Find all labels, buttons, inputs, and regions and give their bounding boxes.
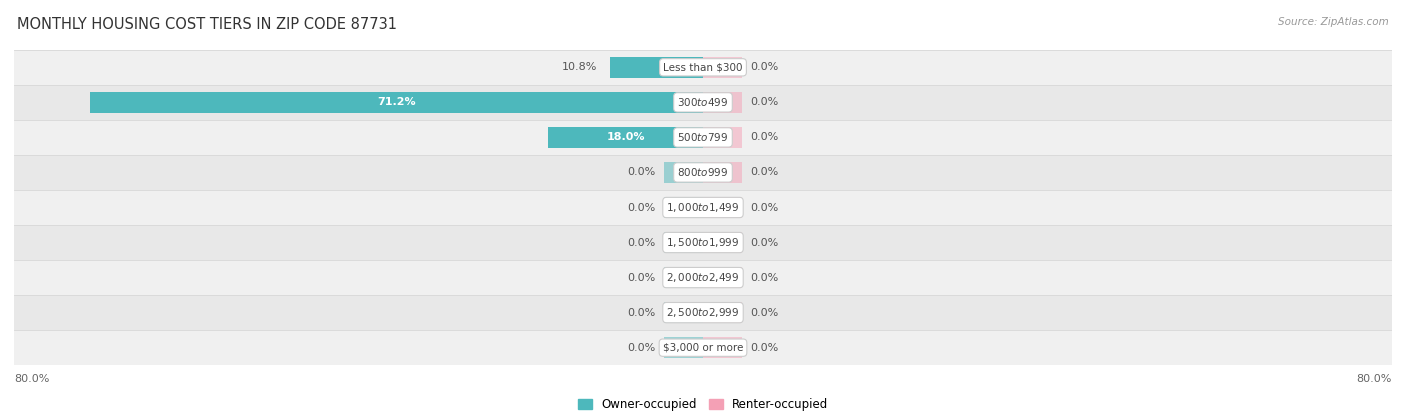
Bar bbox=[703, 197, 742, 218]
Text: 71.2%: 71.2% bbox=[377, 98, 416, 107]
Text: 0.0%: 0.0% bbox=[627, 203, 655, 212]
Bar bbox=[14, 225, 1392, 260]
Bar bbox=[14, 260, 1392, 295]
Bar bbox=[14, 295, 1392, 330]
Bar bbox=[703, 127, 742, 148]
Text: 0.0%: 0.0% bbox=[627, 273, 655, 283]
Text: 0.0%: 0.0% bbox=[627, 168, 655, 178]
Text: 80.0%: 80.0% bbox=[1357, 374, 1392, 384]
Text: 0.0%: 0.0% bbox=[751, 203, 779, 212]
Text: 0.0%: 0.0% bbox=[751, 132, 779, 142]
Bar bbox=[703, 162, 742, 183]
Text: 0.0%: 0.0% bbox=[627, 308, 655, 317]
Text: 0.0%: 0.0% bbox=[751, 62, 779, 72]
Bar bbox=[14, 50, 1392, 85]
Text: $800 to $999: $800 to $999 bbox=[678, 166, 728, 178]
Bar bbox=[664, 232, 703, 253]
Text: $1,500 to $1,999: $1,500 to $1,999 bbox=[666, 236, 740, 249]
Bar bbox=[548, 127, 703, 148]
Bar bbox=[703, 232, 742, 253]
Bar bbox=[14, 155, 1392, 190]
Text: 0.0%: 0.0% bbox=[627, 237, 655, 247]
Bar bbox=[664, 197, 703, 218]
Bar bbox=[664, 267, 703, 288]
Text: 0.0%: 0.0% bbox=[751, 273, 779, 283]
Text: 0.0%: 0.0% bbox=[751, 308, 779, 317]
Text: MONTHLY HOUSING COST TIERS IN ZIP CODE 87731: MONTHLY HOUSING COST TIERS IN ZIP CODE 8… bbox=[17, 17, 396, 32]
Bar bbox=[703, 302, 742, 323]
Text: $2,500 to $2,999: $2,500 to $2,999 bbox=[666, 306, 740, 319]
Bar bbox=[664, 162, 703, 183]
Bar bbox=[14, 330, 1392, 365]
Bar bbox=[703, 337, 742, 358]
Bar bbox=[14, 120, 1392, 155]
Legend: Owner-occupied, Renter-occupied: Owner-occupied, Renter-occupied bbox=[572, 393, 834, 415]
Text: $500 to $799: $500 to $799 bbox=[678, 132, 728, 144]
Bar bbox=[14, 190, 1392, 225]
Bar bbox=[14, 85, 1392, 120]
Text: 0.0%: 0.0% bbox=[751, 98, 779, 107]
Text: 0.0%: 0.0% bbox=[627, 343, 655, 353]
Text: $300 to $499: $300 to $499 bbox=[678, 96, 728, 108]
Bar bbox=[610, 57, 703, 78]
Text: $1,000 to $1,499: $1,000 to $1,499 bbox=[666, 201, 740, 214]
Text: 0.0%: 0.0% bbox=[751, 343, 779, 353]
Text: Source: ZipAtlas.com: Source: ZipAtlas.com bbox=[1278, 17, 1389, 27]
Bar bbox=[664, 302, 703, 323]
Text: $3,000 or more: $3,000 or more bbox=[662, 343, 744, 353]
Bar bbox=[703, 267, 742, 288]
Text: 0.0%: 0.0% bbox=[751, 237, 779, 247]
Text: 18.0%: 18.0% bbox=[606, 132, 645, 142]
Text: 0.0%: 0.0% bbox=[751, 168, 779, 178]
Bar bbox=[90, 92, 703, 113]
Bar bbox=[664, 337, 703, 358]
Text: Less than $300: Less than $300 bbox=[664, 62, 742, 72]
Bar bbox=[703, 92, 742, 113]
Bar bbox=[703, 57, 742, 78]
Text: $2,000 to $2,499: $2,000 to $2,499 bbox=[666, 271, 740, 284]
Text: 80.0%: 80.0% bbox=[14, 374, 49, 384]
Text: 10.8%: 10.8% bbox=[562, 62, 598, 72]
